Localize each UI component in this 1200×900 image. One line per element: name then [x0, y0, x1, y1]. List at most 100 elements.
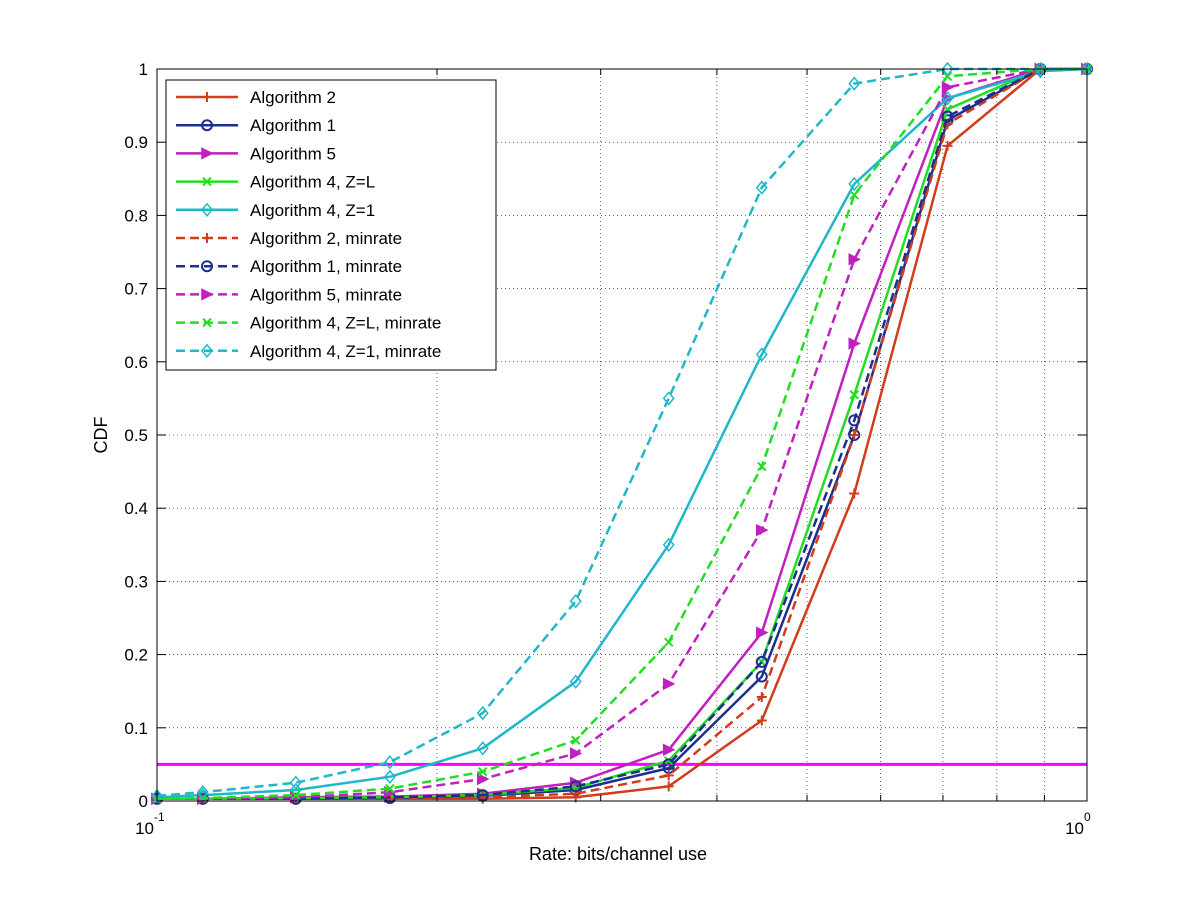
circle-marker	[201, 119, 213, 132]
series-line	[156, 67, 1088, 799]
legend-label: Algorithm 2	[250, 88, 336, 107]
y-tick-label: 0.3	[124, 572, 148, 591]
x-marker	[202, 176, 212, 187]
x-marker	[202, 317, 212, 328]
x-tick-label: 10-1	[135, 810, 165, 838]
series-line	[157, 67, 1087, 801]
y-tick-label: 0.5	[124, 426, 148, 445]
circle-marker	[848, 414, 861, 427]
y-tick-label: 0.2	[124, 646, 148, 665]
circle-marker	[569, 780, 582, 793]
triangle-marker	[756, 523, 769, 537]
y-tick-label: 0.1	[124, 719, 148, 738]
y-tick-label: 0.9	[124, 133, 148, 152]
triangle-marker	[848, 253, 861, 266]
legend-label: Algorithm 5, minrate	[250, 285, 402, 304]
x-marker	[664, 637, 674, 647]
x-marker	[942, 71, 953, 82]
x-marker	[849, 390, 859, 400]
diamond-marker	[755, 347, 768, 362]
legend-item: Algorithm 4, Z=L	[176, 173, 375, 192]
legend-label: Algorithm 4, Z=1, minrate	[250, 342, 441, 361]
triangle-marker	[662, 743, 676, 756]
legend-label: Algorithm 1	[250, 116, 336, 135]
triangle-marker	[941, 81, 955, 94]
triangle-marker	[476, 772, 490, 786]
circle-marker	[941, 110, 954, 123]
diamond-marker	[662, 537, 675, 552]
legend-label: Algorithm 2, minrate	[250, 229, 402, 248]
plus-marker	[663, 781, 674, 792]
diamond-marker	[383, 769, 396, 785]
y-tick-label: 0.6	[124, 353, 148, 372]
plus-marker	[202, 92, 212, 102]
series	[151, 61, 1093, 804]
diamond-marker	[476, 705, 489, 721]
diamond-marker	[151, 788, 163, 804]
diamond-marker	[1034, 61, 1047, 77]
legend: Algorithm 2 Algorithm 1 Algorithm 5 Algorit…	[165, 79, 497, 371]
legend-item: Algorithm 5, minrate	[176, 285, 402, 304]
x-tick-label: 100	[1065, 810, 1091, 838]
diamond-marker	[755, 180, 768, 195]
circle-marker	[201, 260, 213, 273]
legend-item: Algorithm 2, minrate	[176, 229, 402, 248]
plus-marker	[756, 715, 767, 726]
circle-marker	[662, 758, 675, 771]
triangle-marker	[201, 288, 214, 301]
legend-label: Algorithm 5	[250, 144, 336, 163]
series-line	[157, 67, 1087, 801]
legend-item: Algorithm 4, Z=1, minrate	[176, 342, 441, 361]
circle-marker	[755, 670, 768, 683]
diamond-marker	[289, 775, 302, 790]
series-line	[156, 67, 1087, 801]
circle-marker	[476, 789, 489, 802]
diamond-marker	[476, 741, 489, 756]
triangle-marker	[848, 337, 861, 350]
x-marker	[291, 790, 301, 800]
plus-marker	[663, 770, 674, 781]
diamond-marker	[201, 202, 213, 217]
legend-item: Algorithm 4, Z=L, minrate	[176, 314, 441, 333]
ticks	[156, 68, 1088, 802]
diamond-marker	[383, 755, 396, 770]
plus-marker	[202, 233, 212, 243]
legend-item: Algorithm 4, Z=1	[176, 201, 375, 220]
y-tick-labels: 0 0.1 0.2 0.3 0.4 0.5 0.6 0.7 0.8 0.9 1	[124, 60, 148, 811]
y-axis-label: CDF	[91, 417, 111, 454]
x-tick-label-exponent: -1	[154, 810, 165, 824]
x-axis-label: Rate: bits/channel use	[529, 844, 707, 864]
plus-marker	[570, 788, 581, 799]
y-tick-label: 0.7	[124, 280, 148, 299]
legend-item: Algorithm 5	[176, 144, 336, 163]
triangle-marker	[201, 147, 214, 160]
diamond-marker	[848, 176, 861, 192]
plus-marker	[849, 430, 860, 440]
x-marker	[849, 190, 859, 200]
x-tick-label-exponent: 0	[1084, 810, 1091, 824]
triangle-marker	[569, 747, 583, 760]
legend-label: Algorithm 4, Z=1	[250, 201, 375, 220]
grid	[157, 69, 1087, 801]
x-marker	[385, 783, 395, 794]
plus-marker	[849, 488, 860, 499]
x-marker	[571, 735, 581, 745]
diamond-marker	[196, 785, 209, 800]
triangle-marker	[756, 626, 769, 639]
x-marker	[757, 461, 767, 472]
legend-item: Algorithm 1	[176, 116, 336, 135]
diamond-marker	[662, 391, 675, 406]
plus-marker	[756, 692, 767, 703]
y-tick-label: 0.4	[124, 499, 148, 518]
legend-label: Algorithm 4, Z=L, minrate	[250, 314, 441, 333]
triangle-marker	[662, 677, 676, 691]
diamond-marker	[201, 343, 213, 358]
diamond-marker	[569, 674, 582, 689]
x-tick-label-base: 10	[1065, 819, 1084, 838]
diamond-marker	[941, 91, 954, 106]
diamond-marker	[569, 593, 582, 609]
y-tick-label: 0	[139, 792, 148, 811]
legend-label: Algorithm 4, Z=L	[250, 173, 375, 192]
